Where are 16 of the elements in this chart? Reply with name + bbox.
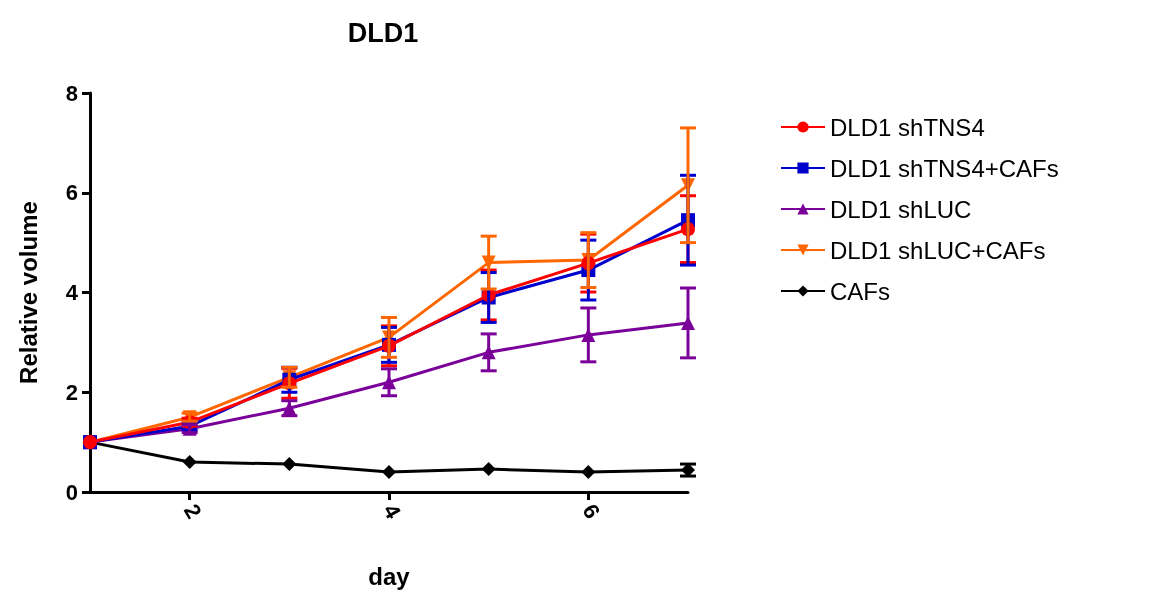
y-tick-label: 8 xyxy=(65,80,78,106)
y-tick-label: 4 xyxy=(65,280,79,305)
y-tick-label: 6 xyxy=(65,180,78,206)
y-tick-label: 2 xyxy=(65,379,78,405)
legend-label: CAFs xyxy=(830,277,890,305)
legend-label: DLD1 shLUC+CAFs xyxy=(830,236,1046,264)
x-axis-title: day xyxy=(368,562,411,590)
chart-title: DLD1 xyxy=(347,17,419,48)
x-tick-label: 4 xyxy=(378,499,407,524)
y-axis-title: Relative volume xyxy=(14,201,42,384)
x-tick-label: 2 xyxy=(178,499,207,523)
y-tick-label: 0 xyxy=(65,479,78,505)
legend-label: DLD1 shTNS4 xyxy=(830,113,985,141)
x-tick-label: 6 xyxy=(577,499,606,523)
legend-label: DLD1 shLUC xyxy=(830,195,972,223)
legend-label: DLD1 shTNS4+CAFs xyxy=(830,154,1059,182)
